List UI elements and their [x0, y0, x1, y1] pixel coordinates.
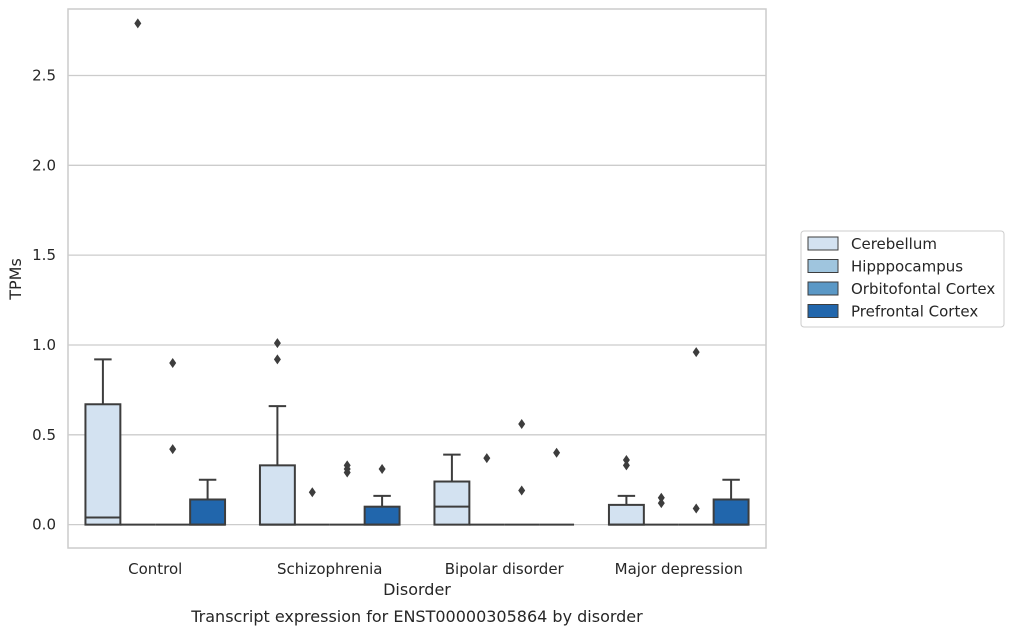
x-axis-ticks: Control Schizophrenia Bipolar disorder Majo…: [128, 560, 743, 578]
outlier-marker: [273, 338, 281, 349]
outlier-marker: [657, 492, 665, 503]
box-body: [712, 498, 750, 526]
box-body: [258, 464, 296, 526]
gridlines: [68, 74, 766, 526]
x-axis-label: Disorder: [383, 580, 451, 599]
outlier-marker: [692, 347, 700, 358]
x-tick-label: Major depression: [615, 560, 743, 578]
outlier-marker: [692, 503, 700, 514]
outlier-points: [134, 18, 700, 514]
outlier-marker: [343, 460, 351, 471]
y-tick-label: 0.0: [32, 516, 56, 534]
outlier-marker: [622, 460, 630, 471]
plot-area-frame: [67, 8, 767, 549]
legend: Cerebellum Hipppocampus Orbitofontal Corte…: [800, 230, 1005, 328]
outlier-marker: [518, 485, 526, 496]
outlier-marker: [622, 454, 630, 465]
legend-swatch: [807, 236, 839, 251]
y-tick-label: 0.5: [32, 426, 56, 444]
box-prefrontal-cortex: [712, 478, 750, 526]
legend-swatch: [807, 304, 839, 318]
legend-frame: [800, 230, 1005, 328]
outlier-marker: [553, 447, 561, 458]
outlier-marker: [169, 444, 177, 455]
outlier-marker: [483, 453, 491, 464]
x-tick-label: Schizophrenia: [277, 560, 382, 578]
box-prefrontal-cortex: [363, 494, 401, 526]
y-axis-ticks: 0.0 0.5 1.0 1.5 2.0 2.5: [32, 66, 56, 533]
legend-label: Cerebellum: [851, 235, 937, 253]
y-tick-label: 2.5: [32, 66, 56, 84]
outlier-marker: [378, 463, 386, 474]
legend-label: Orbitofontal Cortex: [851, 280, 995, 298]
y-tick-label: 1.0: [32, 336, 56, 354]
outlier-marker: [134, 18, 142, 29]
box-series: [84, 358, 750, 526]
outlier-marker: [273, 354, 281, 365]
legend-label: Prefrontal Cortex: [851, 303, 978, 321]
box-body: [607, 503, 645, 526]
box-cerebellum: [84, 358, 122, 526]
legend-swatch: [807, 281, 839, 296]
x-tick-label: Control: [128, 560, 182, 578]
y-tick-label: 1.5: [32, 246, 56, 264]
y-axis-label: TPMs: [6, 258, 25, 301]
y-tick-label: 2.0: [32, 156, 56, 174]
legend-label: Hipppocampus: [851, 258, 963, 276]
box-body: [189, 498, 227, 526]
box-body: [363, 505, 401, 526]
chart-caption: Transcript expression for ENST0000030586…: [190, 607, 643, 626]
box-prefrontal-cortex: [189, 478, 227, 526]
outlier-marker: [518, 419, 526, 430]
outlier-marker: [308, 487, 316, 498]
box-cerebellum: [258, 405, 296, 526]
x-tick-label: Bipolar disorder: [445, 560, 565, 578]
legend-swatch: [807, 259, 839, 273]
outlier-marker: [657, 498, 665, 509]
box-cerebellum: [433, 453, 471, 526]
outlier-marker: [169, 357, 177, 368]
box-body: [84, 403, 122, 526]
box-cerebellum: [607, 494, 645, 526]
box-body: [433, 480, 471, 526]
